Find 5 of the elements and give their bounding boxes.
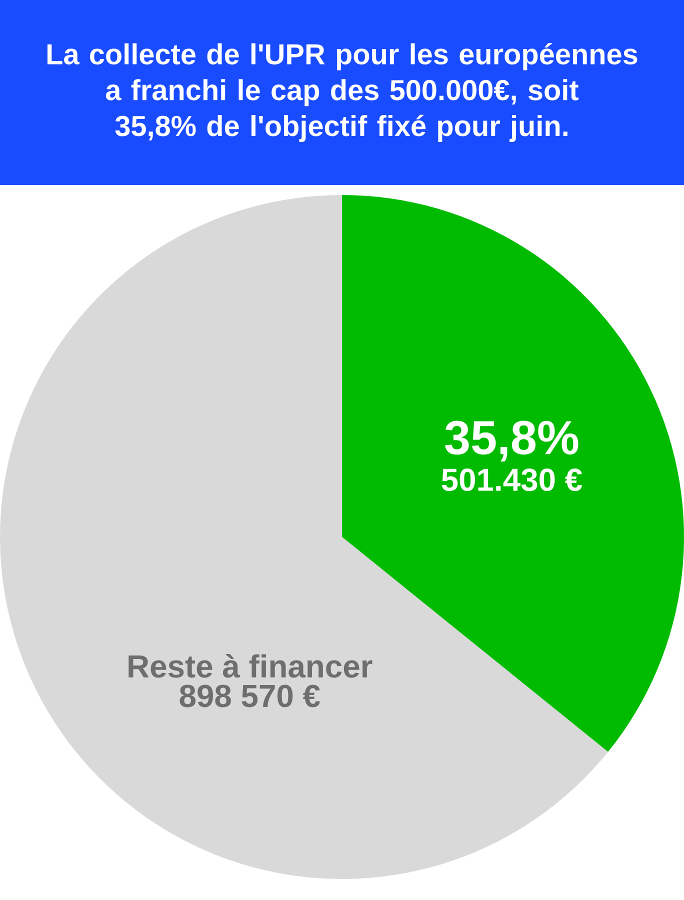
slice-label: Reste à financer — [128, 654, 372, 678]
text: 35,8% — [445, 420, 578, 462]
data-label: 898 570 € — [180, 684, 320, 708]
chart-title: La collecte de l'UPR pour les européennes a franchi le cap des 500.000€, soit 35,8% de l'objectif fixé pour juin. — [47, 43, 638, 142]
data-label: 501.430 € — [442, 468, 582, 492]
